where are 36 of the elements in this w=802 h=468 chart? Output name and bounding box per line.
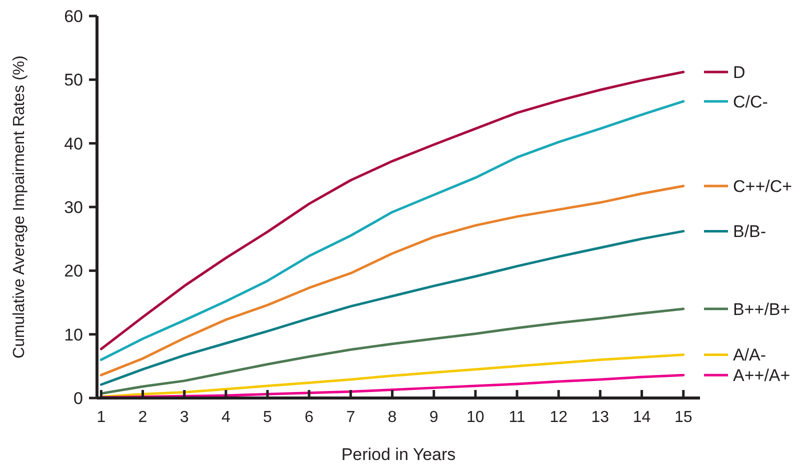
x-tick-label: 12: [550, 409, 568, 426]
y-tick-label: 0: [74, 388, 83, 408]
line-series: [100, 230, 685, 386]
y-tick-label: 40: [64, 134, 83, 154]
y-tick-label: 50: [64, 70, 83, 90]
legend-label: C/C-: [733, 92, 768, 112]
x-tick-label: 3: [180, 409, 189, 426]
x-tick-label: 2: [138, 409, 148, 426]
x-tick-label: 7: [346, 409, 356, 426]
x-tick-label: 11: [508, 409, 526, 426]
legend-label: A++/A+: [733, 366, 790, 386]
line-series: [100, 184, 685, 376]
x-tick-label: 4: [221, 409, 230, 426]
x-axis-title: Period in Years: [341, 445, 456, 464]
legend-label: B/B-: [733, 222, 766, 242]
line-series: [100, 308, 685, 395]
x-tick-label: 9: [429, 409, 438, 426]
legend-label: D: [733, 62, 746, 82]
line-series: [100, 374, 685, 399]
x-tick-label: 15: [674, 409, 692, 426]
line-series: [100, 353, 685, 398]
x-tick-label: 8: [388, 409, 397, 426]
x-tick-label: 10: [466, 409, 484, 426]
y-tick-label: 20: [64, 262, 83, 281]
legend-label: C++/C+: [733, 176, 792, 196]
y-tick-label: 10: [64, 325, 83, 344]
legend-label: A/A-: [733, 346, 766, 365]
x-tick-label: 14: [632, 409, 651, 426]
x-tick-label: 5: [263, 409, 272, 426]
y-tick-label: 30: [64, 198, 83, 217]
legend-label: B++/B+: [733, 300, 790, 319]
y-axis-title: Cumulative Average Impairment Rates (%): [11, 56, 28, 358]
x-tick-label: 6: [304, 409, 314, 426]
y-tick-label: 60: [64, 6, 83, 26]
x-tick-label: 13: [591, 409, 610, 426]
x-tick-label: 1: [96, 409, 106, 426]
